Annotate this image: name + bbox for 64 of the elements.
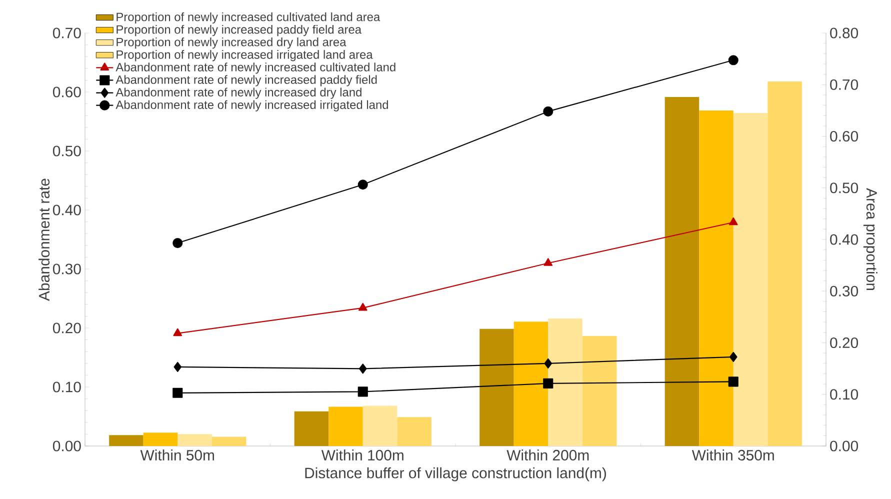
point	[544, 358, 552, 368]
y2-tick-label: 0.00	[830, 440, 858, 452]
legend-label: Proportion of newly increased paddy field area	[116, 24, 362, 36]
point	[172, 238, 183, 248]
y-tick-label: 0.30	[52, 264, 81, 274]
x-axis-title: Distance buffer of village construction land(m)	[305, 467, 606, 482]
y-tick-label: 0.00	[52, 440, 81, 452]
y2-tick-label: 0.60	[830, 130, 858, 142]
y-tick-label: 0.10	[52, 382, 81, 392]
point	[729, 352, 738, 362]
y2-tick-label: 0.40	[830, 234, 858, 245]
bar	[548, 318, 582, 446]
bar	[178, 434, 212, 446]
bar	[294, 411, 329, 446]
y-tick-label: 0.70	[52, 28, 81, 38]
y2-tick-label: 0.80	[830, 28, 858, 38]
y2-tick-label: 0.20	[830, 337, 858, 348]
legend-label: Abandonment rate of newly increased irrigated land	[116, 100, 388, 112]
y-tick-label: 0.40	[52, 204, 81, 216]
point	[358, 386, 368, 397]
bar	[143, 432, 178, 446]
bar	[212, 436, 246, 446]
point	[174, 362, 182, 372]
point	[173, 328, 182, 336]
bar	[109, 435, 144, 446]
x-tick-label: Within 100m	[321, 450, 404, 460]
bar	[768, 82, 802, 446]
point	[358, 302, 368, 311]
y2-tick-label: 0.30	[830, 286, 858, 296]
y2-tick-label: 0.70	[830, 79, 858, 90]
y-tick-label: 0.50	[52, 146, 81, 156]
bar	[733, 113, 768, 446]
point	[358, 180, 368, 190]
point	[728, 376, 738, 387]
y2-axis-title: Area proportion	[863, 188, 878, 290]
legend-label: Proportion of newly increased irrigated land area	[116, 50, 373, 62]
bar	[480, 328, 514, 446]
bar	[362, 406, 398, 446]
legend-label: Abandonment rate of newly increased dry land	[116, 88, 362, 99]
point	[543, 106, 554, 116]
bar	[582, 336, 617, 446]
point	[728, 217, 738, 226]
bar	[328, 406, 363, 446]
x-tick-label: Within 350m	[692, 450, 774, 460]
bar	[699, 110, 734, 446]
point	[358, 364, 367, 374]
bar	[664, 97, 700, 446]
legend-label: Proportion of newly increased dry land area	[116, 38, 346, 49]
point	[172, 388, 183, 398]
bar	[397, 417, 432, 446]
point	[728, 55, 738, 66]
y-tick-label: 0.60	[52, 86, 81, 98]
point	[543, 378, 554, 388]
x-tick-label: Within 200m	[506, 450, 589, 460]
y-tick-label: 0.20	[52, 322, 81, 334]
y-axis-title: Abandonment rate	[38, 178, 50, 301]
x-tick-label: Within 50m	[140, 450, 214, 460]
y2-tick-label: 0.50	[830, 182, 858, 194]
legend-label: Proportion of newly increased cultivated land area	[116, 12, 380, 24]
legend-label: Abandonment rate of newly increased paddy field	[116, 75, 377, 86]
bar	[514, 322, 548, 446]
legend-label: Abandonment rate of newly increased cultivated land	[116, 62, 396, 74]
point	[544, 258, 553, 266]
y2-tick-label: 0.10	[830, 389, 858, 400]
